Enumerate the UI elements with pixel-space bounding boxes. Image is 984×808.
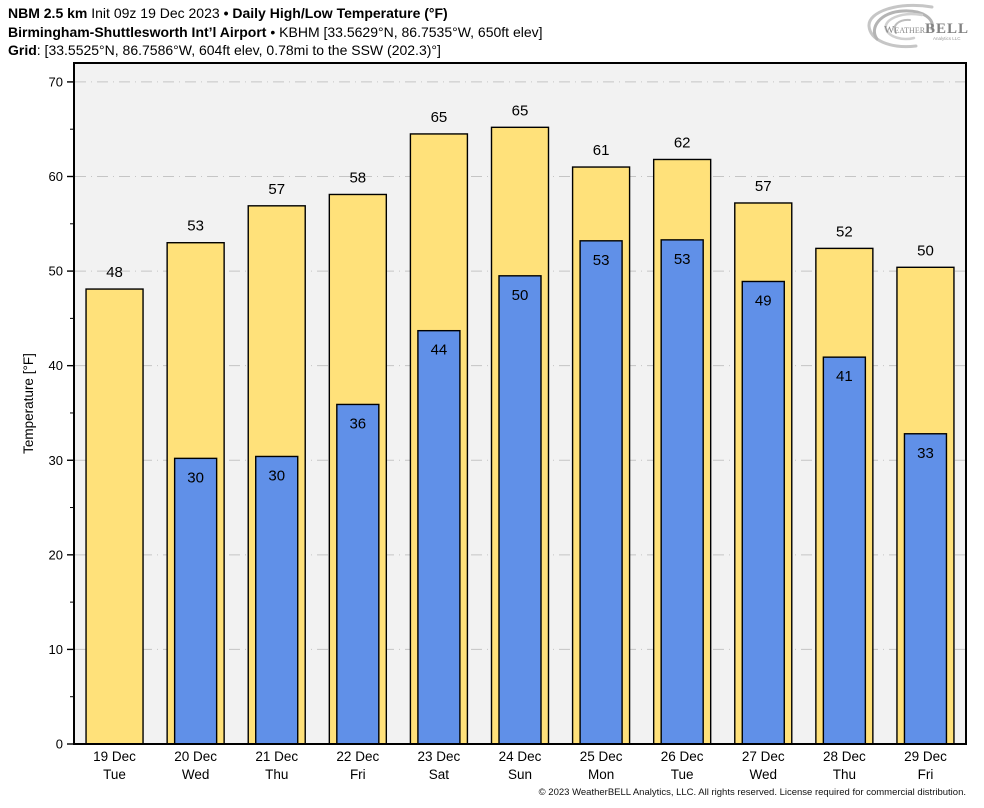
x-tick-label-day: Tue xyxy=(671,767,694,782)
low-bar xyxy=(903,433,948,745)
x-tick-label-date: 27 Dec xyxy=(742,749,785,764)
low-bar xyxy=(498,275,542,745)
high-value-label: 61 xyxy=(593,142,610,159)
grid-label: Grid xyxy=(8,42,37,58)
low-value-label: 41 xyxy=(836,368,853,385)
plot-frame xyxy=(73,62,967,745)
high-value-label: 65 xyxy=(512,102,529,119)
low-bar xyxy=(822,356,867,745)
x-tick-label-day: Fri xyxy=(350,767,366,782)
x-tick-label-day: Thu xyxy=(265,767,288,782)
low-bar xyxy=(417,329,461,745)
x-tick-label-date: 28 Dec xyxy=(823,749,866,764)
low-value-label: 44 xyxy=(431,342,448,359)
x-tick-label-day: Thu xyxy=(833,767,856,782)
high-value-label: 48 xyxy=(106,264,123,281)
high-value-label: 65 xyxy=(431,109,448,126)
low-bar xyxy=(255,455,299,745)
y-tick-label: 60 xyxy=(49,169,63,184)
low-bar xyxy=(173,457,218,745)
low-bar xyxy=(579,240,623,745)
chart-header: NBM 2.5 km Init 09z 19 Dec 2023 • Daily … xyxy=(8,4,543,60)
high-bar xyxy=(85,288,144,745)
y-tick-label: 50 xyxy=(49,264,63,279)
x-tick-label-date: 24 Dec xyxy=(499,749,542,764)
y-tick-label: 20 xyxy=(49,547,63,562)
y-tick-label: 0 xyxy=(56,737,63,752)
y-tick-label: 70 xyxy=(49,74,63,89)
x-tick-label-day: Wed xyxy=(182,767,210,782)
grid-details: : [33.5525°N, 86.7586°W, 604ft elev, 0.7… xyxy=(36,42,441,58)
bullet-separator: • xyxy=(270,23,276,40)
x-tick-label-date: 21 Dec xyxy=(255,749,298,764)
init-time: Init 09z 19 Dec 2023 xyxy=(91,5,220,21)
low-value-label: 50 xyxy=(512,287,529,304)
x-tick-label-date: 26 Dec xyxy=(661,749,704,764)
x-tick-label-date: 25 Dec xyxy=(580,749,623,764)
low-bar xyxy=(660,239,704,745)
high-value-label: 58 xyxy=(349,169,366,186)
x-tick-label-day: Fri xyxy=(918,767,934,782)
product-name: Daily High/Low Temperature (°F) xyxy=(232,5,448,21)
high-value-label: 52 xyxy=(836,223,853,240)
x-tick-label-date: 22 Dec xyxy=(336,749,379,764)
x-tick-label-day: Sun xyxy=(508,767,532,782)
title-line-2: Birmingham-Shuttlesworth Int’l Airport •… xyxy=(8,23,543,42)
x-tick-label-day: Sat xyxy=(429,767,450,782)
y-tick-label: 30 xyxy=(49,453,63,468)
station-name: Birmingham-Shuttlesworth Int’l Airport xyxy=(8,23,267,40)
high-value-label: 57 xyxy=(755,178,772,195)
low-value-label: 49 xyxy=(755,292,772,309)
low-bar xyxy=(336,403,380,745)
station-details: KBHM [33.5629°N, 86.7535°W, 650ft elev] xyxy=(279,23,543,40)
logo-wordmark: WeatherBELL xyxy=(884,21,969,37)
y-tick-label: 40 xyxy=(49,358,63,373)
high-value-label: 50 xyxy=(917,242,934,259)
x-tick-label-date: 29 Dec xyxy=(904,749,947,764)
low-value-label: 33 xyxy=(917,445,934,462)
y-tick-label: 10 xyxy=(49,642,63,657)
low-value-label: 53 xyxy=(593,252,610,269)
high-value-label: 62 xyxy=(674,134,691,151)
high-value-label: 53 xyxy=(187,218,204,235)
low-value-label: 36 xyxy=(349,415,366,432)
x-tick-label-date: 20 Dec xyxy=(174,749,217,764)
x-tick-label-date: 23 Dec xyxy=(418,749,461,764)
x-tick-label-day: Mon xyxy=(588,767,614,782)
y-axis-title: Temperature [°F] xyxy=(21,353,36,454)
hurricane-swirl-icon xyxy=(867,3,934,49)
title-line-1: NBM 2.5 km Init 09z 19 Dec 2023 • Daily … xyxy=(8,4,543,23)
x-tick-label-day: Wed xyxy=(750,767,778,782)
high-value-label: 57 xyxy=(268,181,285,198)
x-tick-label-date: 19 Dec xyxy=(93,749,136,764)
weatherbell-logo: WeatherBELL Analytics LLC xyxy=(867,3,969,49)
model-name: NBM 2.5 km xyxy=(8,5,88,21)
x-tick-label-day: Tue xyxy=(103,767,126,782)
title-line-3: Grid: [33.5525°N, 86.7586°W, 604ft elev,… xyxy=(8,41,543,60)
low-bar xyxy=(741,280,785,745)
low-value-label: 30 xyxy=(268,467,285,484)
logo-subtitle: Analytics LLC xyxy=(933,36,961,41)
copyright-text: © 2023 WeatherBELL Analytics, LLC. All r… xyxy=(538,787,966,798)
low-value-label: 53 xyxy=(674,251,691,268)
bullet-separator: • xyxy=(223,5,229,21)
low-value-label: 30 xyxy=(187,469,204,486)
